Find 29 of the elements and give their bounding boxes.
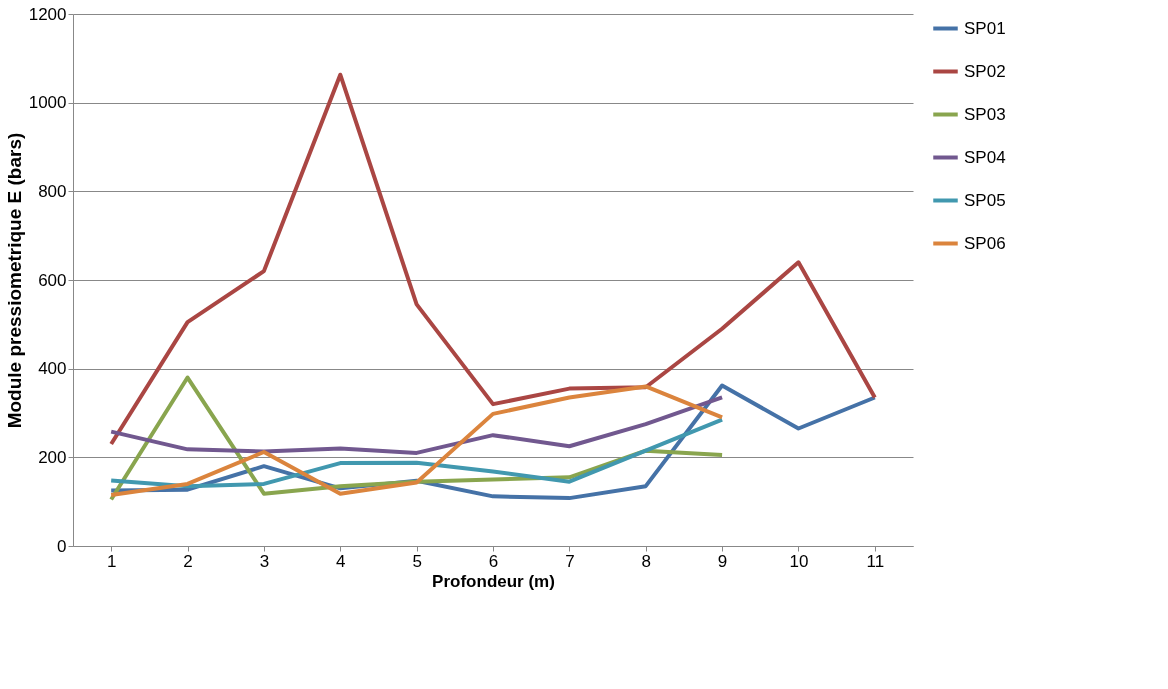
x-tick-label: 4: [336, 551, 346, 571]
line-series: [109, 417, 725, 489]
x-tick-label: 9: [717, 551, 728, 571]
x-tick-label: 8: [641, 551, 651, 571]
legend-label: SP03: [964, 104, 1006, 124]
x-tick-label: 3: [259, 551, 270, 571]
x-tick-label: 5: [412, 551, 422, 571]
legend-label: SP04: [964, 147, 1006, 167]
y-tick-label: 400: [38, 359, 67, 379]
legend-label: SP02: [964, 61, 1006, 81]
y-tick-label: 1200: [28, 4, 67, 24]
y-tick-label: 1000: [28, 93, 67, 113]
legend-label: SP05: [964, 190, 1006, 210]
y-tick-label: 600: [38, 270, 67, 290]
y-tick-label: 200: [38, 447, 67, 467]
y-tick-label: 0: [57, 536, 67, 556]
y-tick-label: 800: [38, 181, 67, 201]
line-series: [109, 395, 725, 455]
y-axis-title: Module pressiometrique E (bars): [3, 132, 25, 429]
x-tick-label: 10: [789, 551, 809, 571]
x-tick-label: 11: [866, 551, 885, 571]
x-tick-label: 6: [488, 551, 499, 571]
x-tick-label: 1: [106, 551, 117, 571]
legend-label: SP01: [964, 18, 1006, 38]
x-axis-title: Profondeur (m): [432, 571, 555, 591]
legend-label: SP06: [964, 233, 1006, 253]
x-tick-label: 2: [183, 551, 193, 571]
line-series: [109, 72, 877, 447]
x-tick-label: 7: [565, 551, 575, 571]
